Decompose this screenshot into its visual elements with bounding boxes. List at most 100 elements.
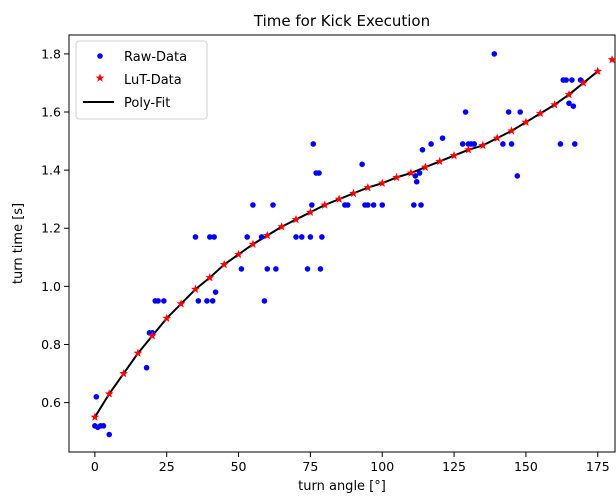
raw-data-point [569,77,575,83]
lut-data-point [234,249,243,259]
x-tick-label: 150 [514,459,538,474]
raw-data-point [500,141,506,147]
y-axis: 0.6 0.8 1.0 1.2 1.4 1.6 1.8 [41,46,69,410]
lut-data-point [320,200,330,209]
raw-data-point [505,109,512,115]
lut-data-point [478,140,488,150]
x-tick-label: 175 [586,459,610,474]
legend: Raw-Data LuT-Data Poly-Fit [75,40,208,120]
lut-data-point [219,259,229,269]
x-tick-label: 50 [231,459,247,474]
raw-data-point [211,234,217,240]
raw-data-point [459,141,466,147]
raw-data-point [471,141,477,147]
lut-data-point [377,178,387,187]
lut-data-point [248,239,258,248]
lut-data-point [104,389,114,398]
x-axis-label: turn angle [°] [298,479,386,494]
raw-data-point [508,141,515,147]
lut-data-point [579,78,588,87]
raw-data-point [106,431,113,438]
raw-data-point [419,146,426,153]
lut-data-point [205,273,215,282]
raw-data-point [207,234,213,240]
raw-data-layer [92,51,584,438]
x-axis: 0 25 50 75 100 125 150 175 [91,452,610,474]
raw-data-point [258,234,265,240]
raw-data-point [273,266,279,272]
lut-data-point [550,100,560,109]
lut-data-point [564,89,574,99]
raw-data-point [250,202,256,208]
axes-frame [68,34,616,453]
lut-data-point [392,172,401,182]
raw-data-point [411,202,417,208]
lut-data-point [191,284,200,293]
lut-data-point [406,168,416,177]
raw-data-point [439,135,446,141]
raw-data-point [161,298,167,304]
raw-data-point [344,202,351,208]
raw-data-point [209,298,216,304]
chart-title: Time for Kick Execution [253,12,430,30]
raw-data-point [204,298,210,304]
y-tick-label: 1.4 [41,163,61,178]
raw-data-point [264,266,271,272]
raw-data-point [310,141,317,147]
x-tick-label: 25 [159,459,175,474]
raw-data-point [418,202,424,208]
raw-data-point [370,202,377,208]
raw-data-point [319,234,325,240]
raw-data-point [514,173,521,179]
legend-label-poly-fit: Poly-Fit [124,96,170,111]
lut-data-point [435,156,445,166]
lut-data-point [176,299,186,308]
lut-data-point [535,108,545,118]
lut-data-point [607,55,616,64]
legend-marker-lut-data [95,73,105,82]
lut-data-point [492,133,502,142]
y-tick-label: 1.2 [41,221,61,236]
legend-label-raw-data: Raw-Data [124,50,187,65]
plot-area [68,34,616,453]
raw-data-point [570,103,577,109]
raw-data-point [566,100,572,107]
lut-data-point [162,313,172,323]
lut-data-point [133,348,143,357]
raw-data-point [298,234,305,240]
raw-data-point [307,234,314,240]
legend-label-lut-data: LuT-Data [124,73,182,88]
raw-data-point [316,170,322,176]
raw-data-point [462,109,469,115]
raw-data-point [309,202,315,208]
raw-data-point [413,178,420,185]
y-tick-label: 0.6 [41,395,61,410]
lut-data-point [147,331,157,340]
lut-data-point [420,162,430,171]
raw-data-point [155,298,161,304]
lut-data-point [521,117,531,126]
raw-data-point [317,266,324,272]
raw-data-point [379,202,386,208]
raw-data-point [244,234,250,240]
legend-marker-raw-data [97,53,103,59]
raw-data-point [143,364,150,371]
lut-data-layer [90,55,616,421]
lut-data-point [363,182,373,192]
lut-data-point [449,151,459,160]
raw-data-point [563,77,569,83]
raw-data-point [416,170,423,176]
raw-data-point [517,109,523,115]
x-tick-label: 0 [91,459,99,474]
raw-data-point [428,141,434,147]
raw-data-point [491,51,498,57]
legend-star-shape [95,73,105,82]
y-axis-label: turn time [s] [11,203,26,284]
lut-data-point [464,145,473,154]
raw-data-point [293,234,299,240]
lut-data-point [593,66,603,76]
lut-data-point [262,230,272,240]
lut-data-point [119,368,128,378]
legend-box [75,40,208,120]
raw-data-point [571,141,578,147]
